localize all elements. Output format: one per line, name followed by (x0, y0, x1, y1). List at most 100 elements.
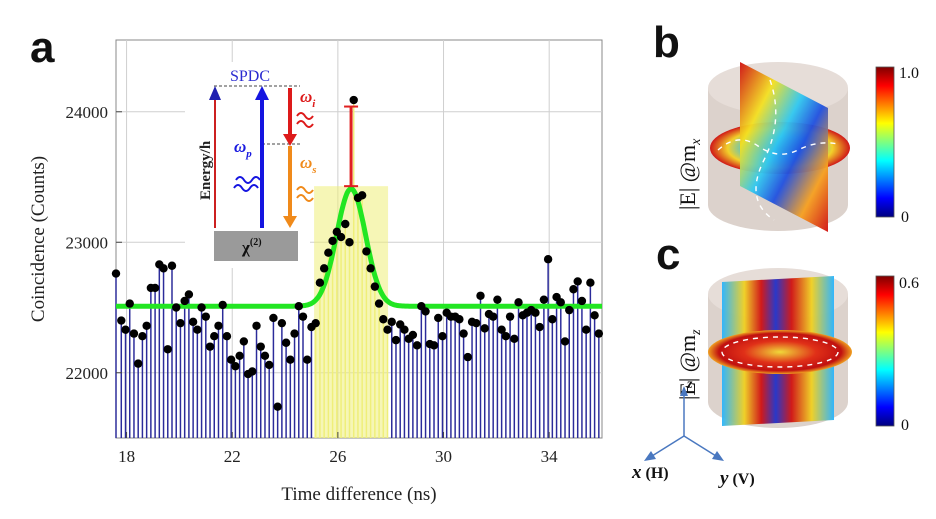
bar-series (115, 100, 600, 438)
x-tick-label: 18 (118, 447, 135, 466)
bar (429, 344, 431, 438)
bar (433, 345, 435, 438)
field-ring-c (708, 330, 852, 374)
bar (454, 316, 456, 438)
y-axis-label: Coincidence (Counts) (28, 156, 49, 322)
bar (547, 259, 549, 438)
bar (213, 336, 215, 438)
bar (175, 307, 177, 438)
bar (183, 300, 186, 438)
data-point (138, 332, 147, 341)
bar (471, 321, 473, 438)
signal-arrowhead (283, 216, 297, 228)
data-point (336, 232, 346, 242)
data-point (294, 302, 303, 311)
coincidence-chart: 18 22 26 30 34 22000 23000 24000 Time differenc… (28, 39, 604, 505)
bar (124, 329, 127, 438)
data-point (163, 345, 172, 354)
data-point (222, 332, 232, 341)
bar (196, 329, 199, 438)
bar (441, 336, 444, 438)
bar (534, 312, 537, 438)
bar (171, 265, 173, 438)
bar (302, 316, 304, 438)
bar (264, 355, 266, 438)
bar (420, 306, 423, 438)
data-point (252, 321, 261, 330)
data-point (150, 283, 160, 293)
data-points (111, 95, 604, 411)
data-point (556, 298, 565, 307)
data-point (205, 342, 215, 351)
energy-axis-label: Energy/h (198, 140, 214, 200)
coordinate-axes: z x (H) y (V) (631, 377, 755, 489)
x-axis-3d (651, 435, 685, 457)
x-axis-label: Time difference (ns) (281, 484, 436, 505)
data-point (311, 318, 320, 328)
data-point (586, 278, 595, 287)
data-point (298, 312, 308, 321)
bar (251, 371, 254, 438)
y-tick-label: 24000 (66, 103, 109, 122)
data-point (260, 351, 270, 360)
bar (492, 316, 494, 438)
bar (340, 237, 342, 438)
data-point (569, 285, 578, 294)
data-point (248, 367, 257, 376)
omega-i-label: ωi (300, 87, 316, 110)
data-point (319, 264, 329, 273)
data-point (345, 238, 354, 247)
bar (137, 363, 139, 438)
data-point (324, 248, 333, 257)
bar (323, 268, 325, 438)
bar (141, 336, 144, 438)
omega-s-label: ωs (300, 153, 317, 176)
data-point (201, 312, 211, 321)
highlight-band (314, 186, 389, 438)
data-point (133, 359, 143, 368)
data-point (235, 351, 244, 360)
x-label: x (H) (631, 462, 669, 483)
data-point (539, 295, 549, 304)
bar (167, 349, 169, 438)
bar (344, 223, 347, 438)
bar (395, 340, 397, 438)
bar (598, 333, 600, 438)
data-point (480, 324, 489, 333)
bar (247, 374, 249, 438)
data-point (581, 325, 591, 334)
bar (361, 195, 363, 438)
bar (589, 282, 592, 438)
data-point (167, 261, 177, 270)
data-point (111, 269, 121, 278)
data-point (459, 329, 468, 338)
bar (437, 317, 439, 438)
bar (128, 303, 131, 438)
data-point (286, 355, 295, 364)
data-point (560, 337, 570, 346)
bar (374, 286, 376, 438)
panel-label-c: c (656, 230, 680, 279)
data-point (273, 402, 282, 411)
x-tick-label: 26 (329, 447, 346, 466)
data-point (514, 298, 523, 307)
data-point (577, 296, 587, 306)
bar (462, 333, 465, 438)
bar (150, 287, 152, 438)
bar (260, 346, 262, 438)
data-point (387, 317, 396, 327)
bar (378, 303, 380, 438)
data-point (573, 277, 582, 286)
bar (526, 312, 528, 438)
signal-wave-icon (296, 194, 314, 202)
data-point (264, 360, 274, 370)
bar (200, 307, 203, 438)
spdc-label: SPDC (230, 68, 270, 85)
y-axis-3d (683, 435, 717, 457)
data-point (391, 335, 401, 345)
fit-line (116, 186, 602, 309)
pump-wave-icon-2 (235, 176, 261, 184)
chi2-label: χ(2) (241, 237, 262, 257)
data-point (188, 317, 198, 327)
bar (467, 357, 469, 438)
